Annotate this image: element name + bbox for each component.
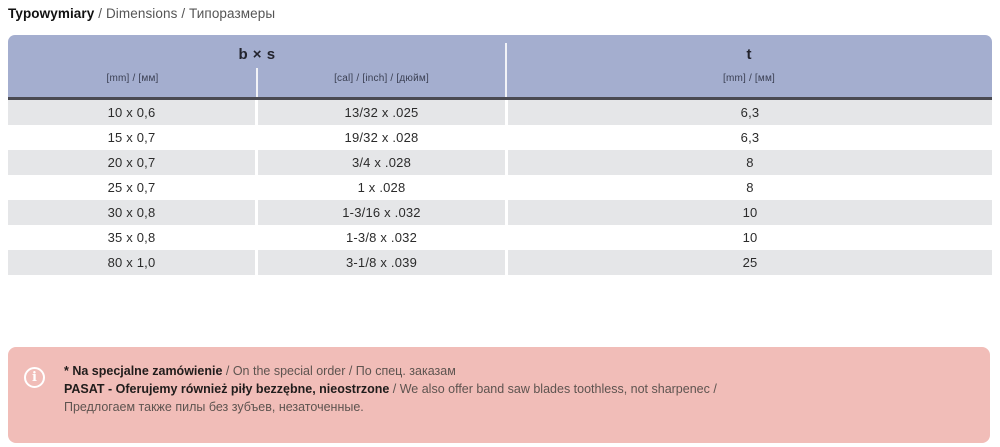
header-sub-inch: [cal] / [inch] / [дюйм] [334,73,429,84]
table-body: 10 x 0,6 13/32 x .025 6,3 15 x 0,7 19/32 x .… [8,100,992,275]
cell-bs-mm: 80 x 1,0 [8,250,255,275]
cell-bs-inch: 3-1/8 x .039 [258,250,505,275]
cell-t: 8 [508,175,992,200]
footnote-panel: i * Na specjalne zamówienie / On the spe… [8,347,990,443]
cell-bs-inch: 1 x .028 [258,175,505,200]
table-row: 25 x 0,7 1 x .028 8 [8,175,992,200]
cell-t: 10 [508,200,992,225]
table-row: 80 x 1,0 3-1/8 x .039 25 [8,250,992,275]
table-row: 30 x 0,8 1-3/16 x .032 10 [8,200,992,225]
header-rule [8,97,992,100]
footnote-line-1: * Na specjalne zamówienie / On the speci… [64,364,456,378]
cell-bs-mm: 25 x 0,7 [8,175,255,200]
table-row: 10 x 0,6 13/32 x .025 6,3 [8,100,992,125]
cell-t: 8 [508,150,992,175]
header-t-label: t [746,46,752,63]
table-row: 35 x 0,8 1-3/8 x .032 10 [8,225,992,250]
cell-t: 6,3 [508,125,992,150]
cell-t: 10 [508,225,992,250]
header-bs-label: b × s [238,46,276,63]
cell-bs-inch: 1-3/8 x .032 [258,225,505,250]
cell-bs-mm: 35 x 0,8 [8,225,255,250]
page-title-translations: / Dimensions / Типоразмеры [94,6,276,21]
header-column-divider [256,68,258,97]
info-icon: i [24,367,45,388]
dimensions-table: b × s t [mm] / [мм] [cal] / [inch] / [дю… [8,35,992,275]
footnote-text: * Na specjalne zamówienie / On the speci… [64,362,970,416]
cell-bs-inch: 1-3/16 x .032 [258,200,505,225]
cell-bs-inch: 3/4 x .028 [258,150,505,175]
cell-t: 6,3 [508,100,992,125]
cell-bs-mm: 10 x 0,6 [8,100,255,125]
table-row: 15 x 0,7 19/32 x .028 6,3 [8,125,992,150]
table-row: 20 x 0,7 3/4 x .028 8 [8,150,992,175]
table-header: b × s t [mm] / [мм] [cal] / [inch] / [дю… [8,35,992,97]
cell-bs-mm: 30 x 0,8 [8,200,255,225]
header-column-divider [505,43,507,97]
page-title: Typowymiary / Dimensions / Типоразмеры [8,6,275,21]
footnote-line-2: PASAT - Oferujemy również piły bezzębne,… [64,382,717,396]
cell-bs-mm: 15 x 0,7 [8,125,255,150]
page-title-primary: Typowymiary [8,6,95,21]
header-sub-mm: [mm] / [мм] [106,73,159,84]
header-sub-t-mm: [mm] / [мм] [722,73,776,84]
footnote-line-3: Предлогаем также пилы без зубъев, незато… [64,400,364,414]
cell-bs-mm: 20 x 0,7 [8,150,255,175]
cell-bs-inch: 19/32 x .028 [258,125,505,150]
cell-t: 25 [508,250,992,275]
cell-bs-inch: 13/32 x .025 [258,100,505,125]
